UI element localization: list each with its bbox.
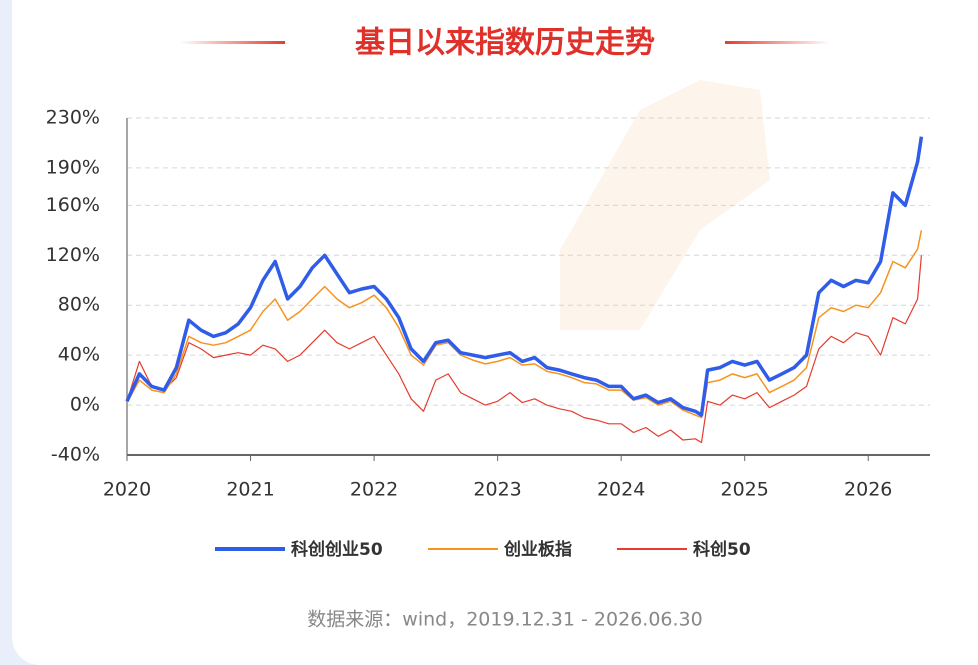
x-tick-label: 2022 [350,479,398,501]
y-tick-label: 190% [46,156,100,178]
x-tick-label: 2024 [597,479,645,501]
x-tick-label: 2026 [844,479,892,501]
title-rule [180,41,285,44]
legend-label: 科创50 [693,539,751,560]
source-note: 数据来源：wind，2019.12.31 - 2026.06.30 [307,609,702,631]
x-tick-label: 2025 [721,479,769,501]
x-tick-label: 2023 [473,479,521,501]
legend-label: 科创创业50 [291,539,383,560]
legend-label: 创业板指 [503,539,572,560]
legend: 科创创业50 创业板指 科创50 [215,539,751,560]
title-rule [725,41,830,44]
card [12,0,978,665]
bull-decoration [560,80,770,330]
series-line [126,230,923,419]
y-tick-label: 80% [58,294,100,316]
y-tick-label: -40% [51,444,100,466]
x-tick-label: 2021 [226,479,274,501]
y-tick-label: 40% [58,344,100,366]
x-tick-label: 2020 [103,479,151,501]
series-line [126,255,922,444]
y-tick-label: 0% [70,394,100,416]
y-tick-label: 160% [46,194,100,216]
y-tick-label: 120% [46,244,100,266]
series-line [125,136,924,417]
chart-title: 基日以来指数历史走势 [355,26,655,61]
y-tick-label: 230% [46,107,100,129]
